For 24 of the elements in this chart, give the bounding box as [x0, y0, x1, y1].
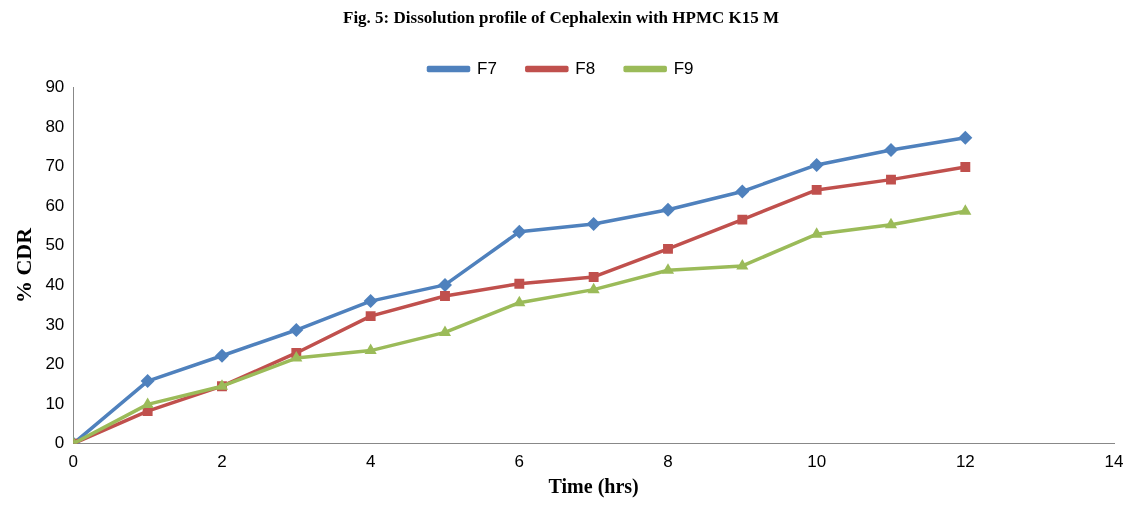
y-tick-label: 30 — [45, 314, 65, 334]
x-tick-label: 8 — [663, 452, 673, 472]
x-tick-label: 14 — [1104, 452, 1124, 472]
x-tick-label: 2 — [217, 452, 227, 472]
y-tick-label: 60 — [45, 195, 65, 215]
y-tick-label: 70 — [45, 156, 65, 176]
y-tick-label: 0 — [54, 433, 65, 453]
y-tick-label: 50 — [45, 235, 65, 255]
y-tick-label: 90 — [45, 77, 65, 97]
y-tick-label: 40 — [45, 274, 65, 294]
x-tick-label: 12 — [955, 452, 975, 472]
legend-label: F9 — [673, 58, 694, 78]
legend-label: F8 — [575, 58, 596, 78]
x-axis-title: Time (hrs) — [548, 475, 639, 499]
y-tick-label: 20 — [45, 354, 65, 374]
x-tick-label: 10 — [807, 452, 827, 472]
x-tick-label: 6 — [514, 452, 525, 472]
legend-label: F7 — [476, 58, 497, 78]
x-tick-label: 0 — [68, 452, 79, 472]
y-axis-title: % CDR — [10, 226, 36, 304]
x-tick-label: 4 — [365, 452, 376, 472]
y-tick-label: 80 — [45, 116, 65, 136]
y-tick-label: 10 — [45, 393, 65, 413]
chart-title: Fig. 5: Dissolution profile of Cephalexin with HPMC K15 M — [342, 7, 780, 27]
